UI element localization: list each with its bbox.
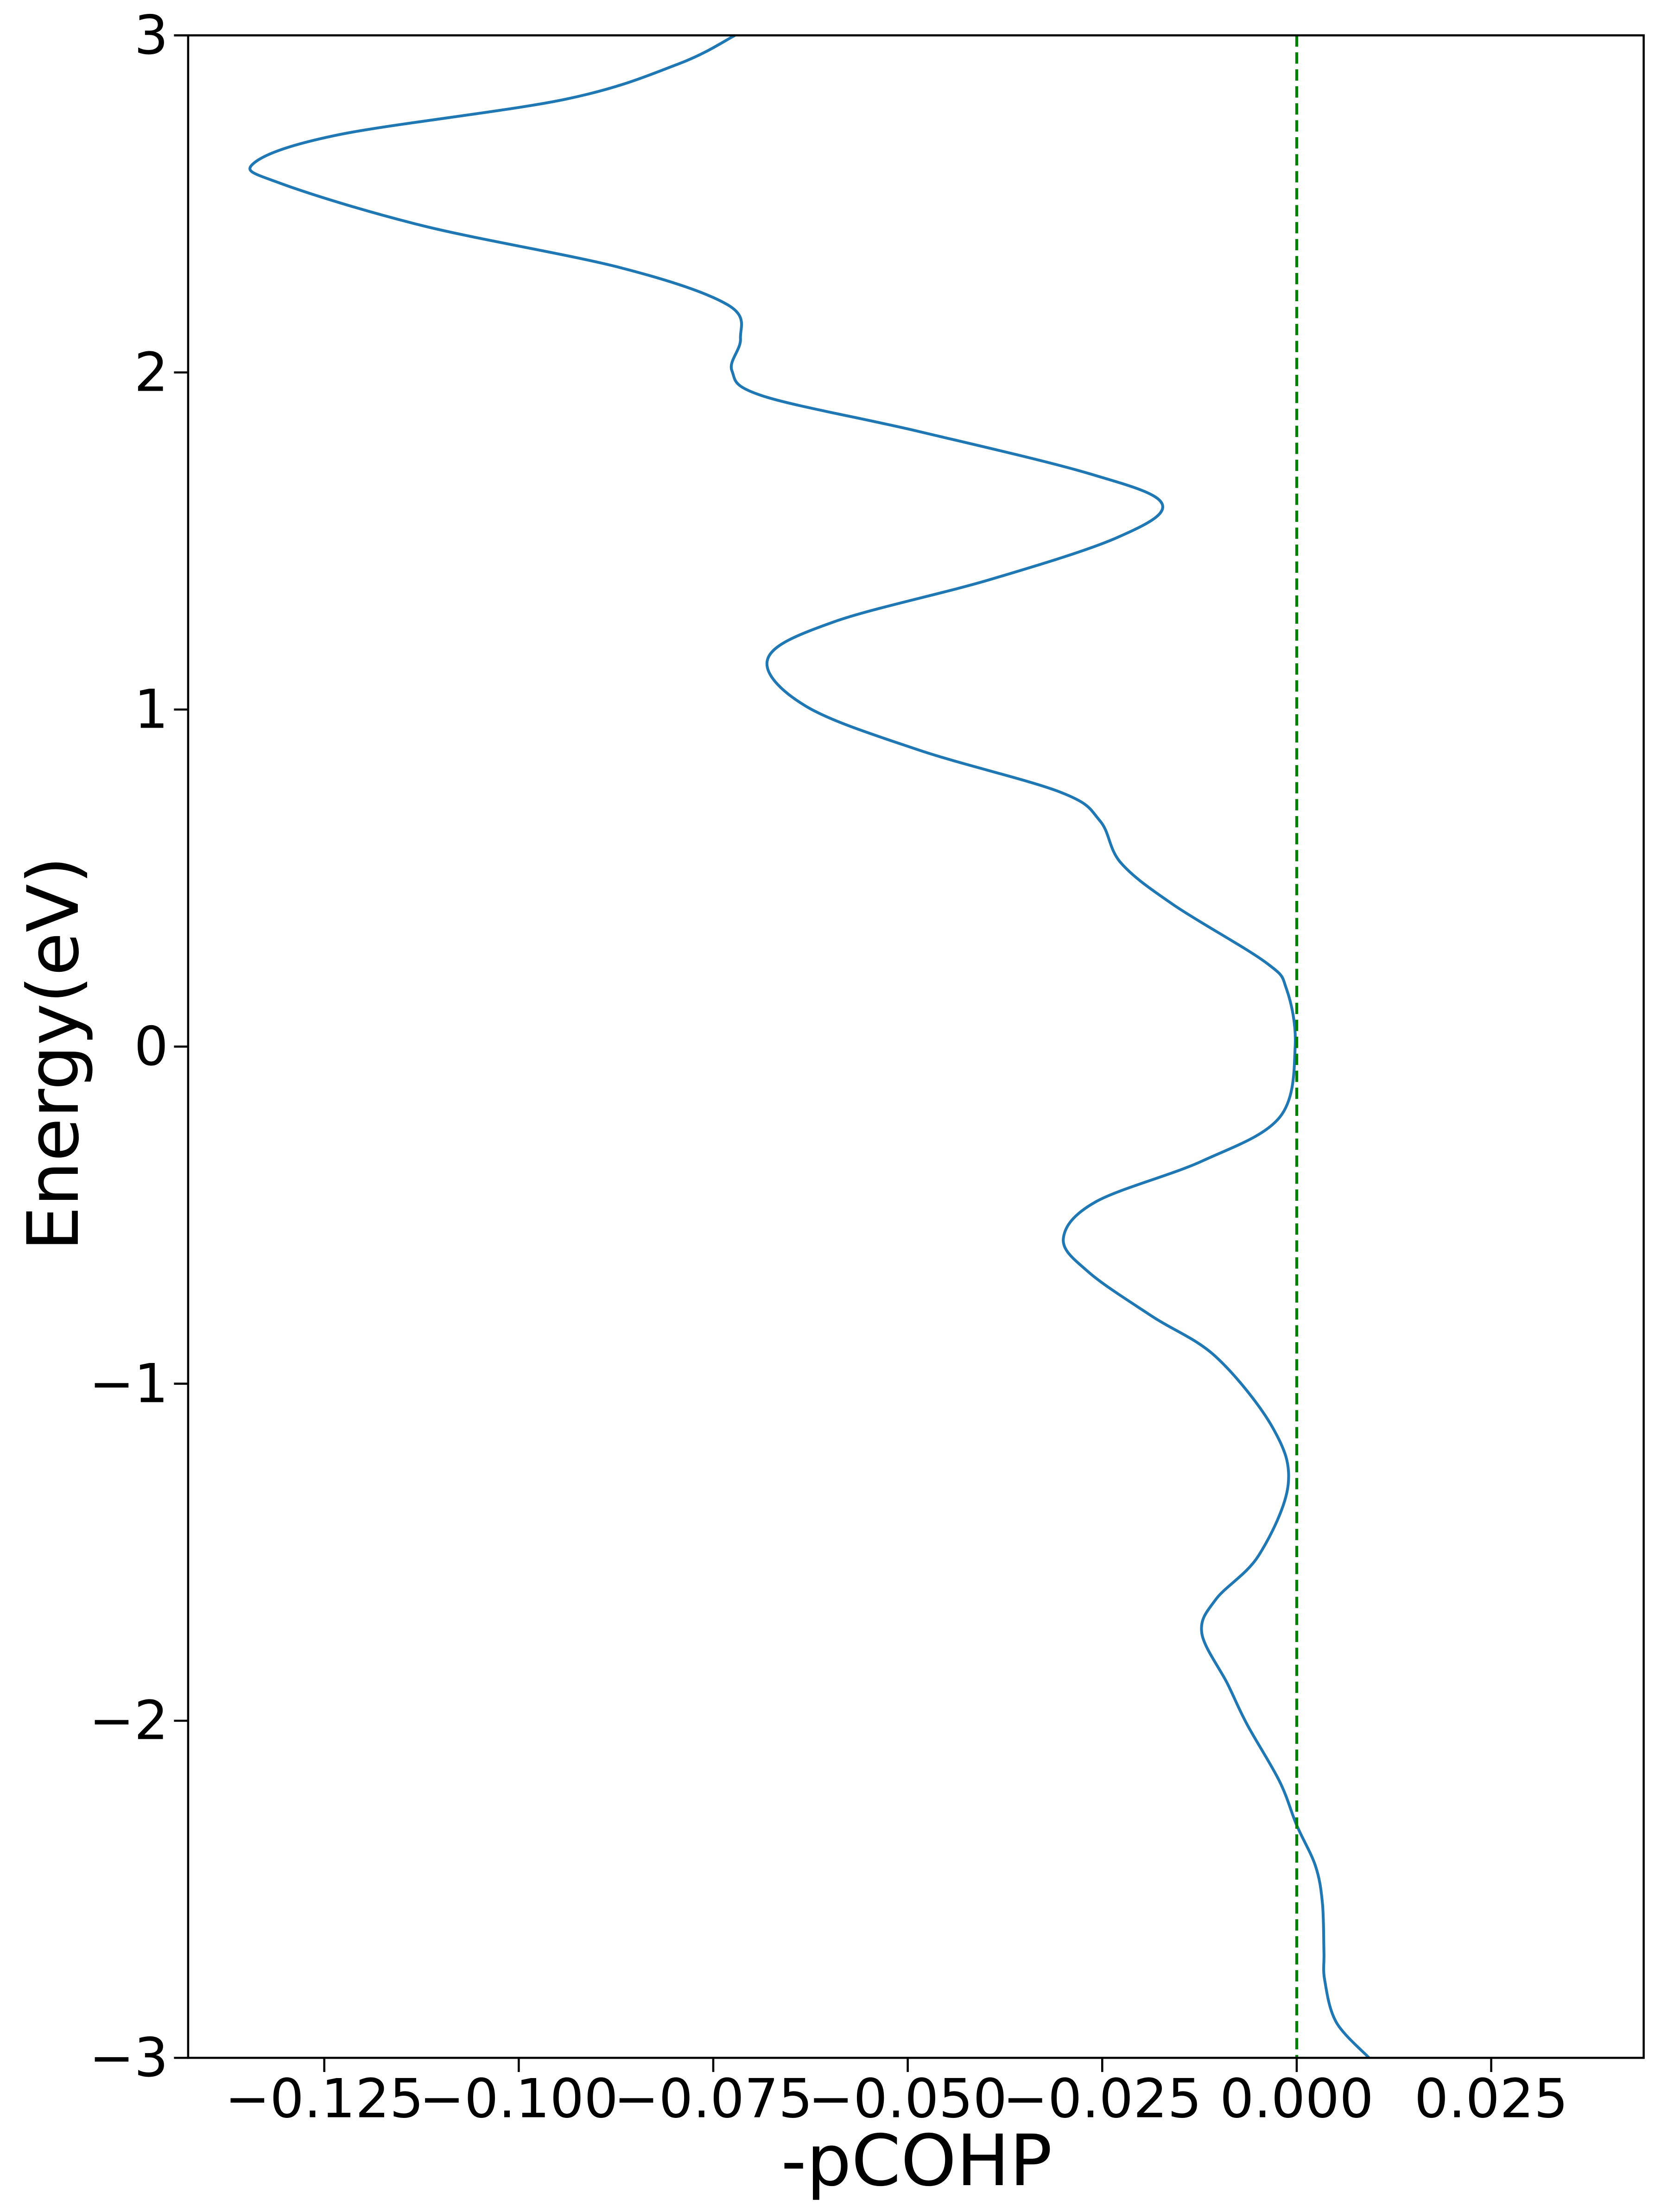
y-tick-label: −1 [89,1352,168,1415]
plot-frame [187,34,1645,2059]
x-tick-label: −0.100 [419,2068,618,2130]
y-tick-label: 2 [134,341,168,404]
y-tick-label: 3 [134,4,168,67]
y-axis-label: Energy(eV) [12,856,95,1251]
x-tick-label: 0.000 [1220,2068,1374,2130]
x-axis-label: -pCOHP [781,2119,1052,2202]
x-tick-label: −0.125 [225,2068,424,2130]
x-tick-label: 0.025 [1414,2068,1568,2130]
x-tick-label: −0.050 [808,2068,1007,2130]
x-tick-label: −0.025 [1003,2068,1202,2130]
x-tick-label: −0.075 [614,2068,812,2130]
y-tick-label: 0 [134,1015,168,1078]
y-tick-label: −2 [89,1690,168,1752]
y-tick-label: −3 [89,2027,168,2089]
y-tick-label: 1 [134,678,168,741]
curve [248,34,1370,2059]
